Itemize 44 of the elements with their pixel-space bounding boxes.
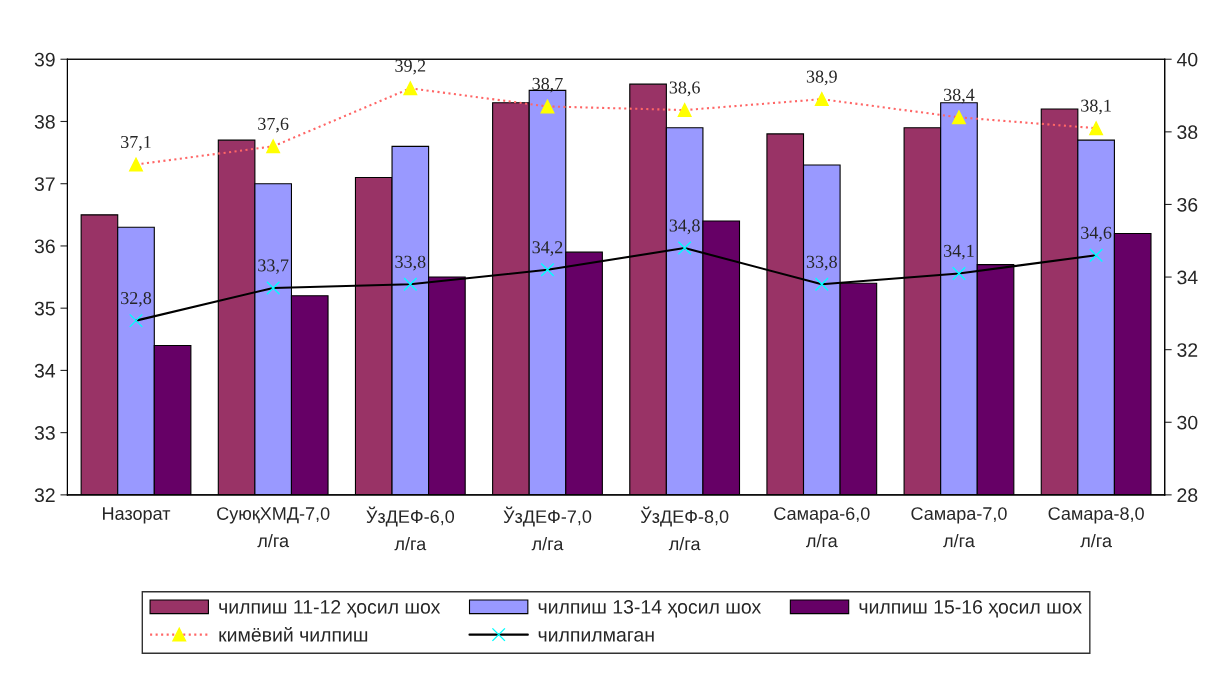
legend-label: чилпиш 15-16 ҳосил шох [859,600,1082,618]
y-tick-label: 39 [34,52,55,67]
data-label: 34,8 [669,219,700,235]
data-label: 32,8 [121,291,152,307]
data-label: 34,6 [1081,226,1112,242]
y2-tick-label: 28 [1177,488,1198,503]
x-tick-label: Самара-8,0 л/га [1048,507,1144,548]
y2-tick-label: 32 [1177,343,1198,357]
legend-label: чилпиш 11-12 ҳосил шох [219,600,441,618]
data-label: 37,6 [258,117,289,133]
x-tick-label: Самара-6,0 л/га [774,507,870,548]
data-label: 38,9 [806,70,837,86]
x-tick-label: ЎзДЕФ-7,0 л/га [503,506,592,551]
y2-tick-label: 36 [1177,197,1198,212]
y2-tick-label: 34 [1177,270,1198,285]
data-label: 38,7 [532,77,563,93]
data-label: 38,4 [944,88,975,104]
y-tick-label: 38 [34,114,55,129]
legend-label: кимёвий чилпиш [219,627,368,642]
x-tick-label: Самара-7,0 л/га [911,507,1007,548]
data-label: 38,6 [669,81,700,97]
data-label: 33,7 [258,259,289,275]
data-label: 39,2 [395,59,426,75]
y-tick-label: 32 [34,488,55,503]
data-label: 38,1 [1081,99,1111,115]
x-tick-label: ЎзДЕФ-6,0 л/га [366,506,455,551]
y-tick-label: 37 [34,177,55,191]
y2-tick-label: 38 [1177,125,1198,140]
data-label: 34,2 [532,241,563,256]
legend-label: чилпилмаган [538,630,654,642]
y-tick-label: 33 [34,426,55,440]
y2-tick-label: 30 [1177,415,1198,430]
data-label: 37,1 [121,135,151,151]
y-tick-label: 34 [34,363,56,378]
data-label: 34,1 [944,244,974,260]
x-tick-label: СуюқХМД-7,0 л/га [217,507,330,548]
data-label: 33,8 [395,255,426,271]
x-tick-label: Назорат [103,507,171,524]
y-tick-label: 35 [34,301,55,316]
legend-label: чилпиш 13-14 ҳосил шох [538,600,761,618]
data-label: 33,8 [806,255,837,271]
y2-tick-label: 40 [1176,52,1198,67]
y-tick-label: 36 [34,239,55,254]
x-tick-label: ЎзДЕФ-8,0 л/га [640,506,729,551]
